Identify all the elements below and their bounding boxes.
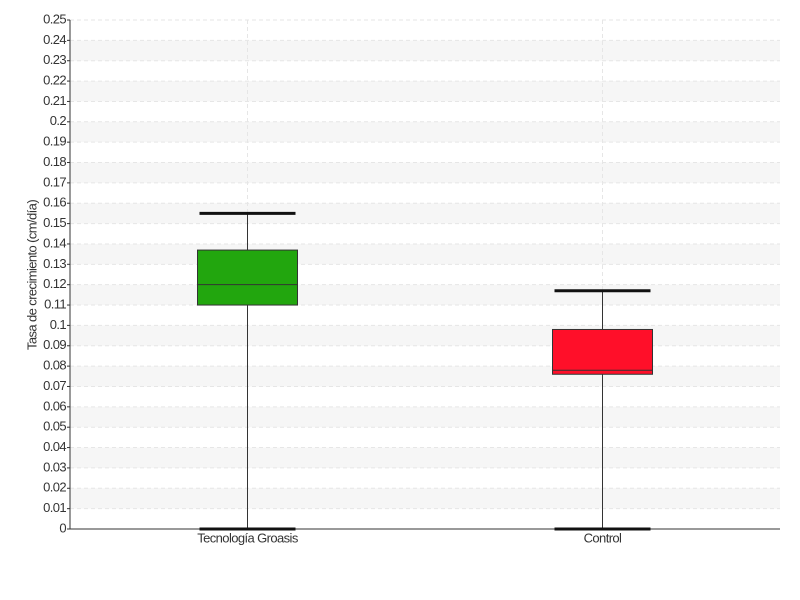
grid-band — [70, 121, 780, 143]
y-tick-label: 0.19 — [43, 134, 66, 149]
grid-band — [70, 284, 780, 306]
y-tick-label: 0.02 — [43, 480, 66, 495]
grid-band — [70, 488, 780, 509]
y-tick-label: 0.01 — [43, 500, 66, 515]
y-tick-label: 0.12 — [43, 276, 66, 291]
y-tick-label: 0.25 — [43, 11, 66, 26]
box — [197, 249, 298, 306]
y-tick-label: 0.23 — [43, 52, 66, 67]
y-tick-label: 0.1 — [50, 317, 67, 332]
y-tick-label: 0.14 — [43, 235, 66, 250]
y-tick-label: 0.13 — [43, 256, 66, 271]
y-tick-label: 0.07 — [43, 378, 66, 393]
grid-band — [70, 406, 780, 428]
y-axis-label: Tasa de crecimiento (cm/día) — [24, 200, 39, 350]
y-tick-label: 0.04 — [43, 439, 66, 454]
y-tick-label: 0.16 — [43, 195, 66, 210]
grid-band — [70, 366, 780, 387]
grid-band — [70, 203, 780, 224]
y-tick-label: 0.2 — [50, 113, 67, 128]
grid-band — [70, 162, 780, 183]
y-tick-label: 0 — [59, 520, 66, 535]
y-tick-label: 0.11 — [44, 296, 66, 311]
y-tick-label: 0.03 — [43, 459, 66, 474]
grid-band — [70, 447, 780, 468]
y-tick-label: 0.22 — [43, 73, 66, 88]
y-tick-label: 0.24 — [43, 32, 66, 47]
x-tick-label: Tecnología Groasis — [197, 530, 299, 545]
y-tick-label: 0.06 — [43, 398, 66, 413]
y-tick-label: 0.08 — [43, 358, 66, 373]
y-tick-label: 0.21 — [43, 93, 66, 108]
y-tick-label: 0.09 — [43, 337, 66, 352]
y-tick-label: 0.15 — [43, 215, 66, 230]
y-tick-label: 0.05 — [43, 419, 66, 434]
grid-band — [70, 325, 780, 346]
grid-band — [70, 243, 780, 265]
x-tick-label: Control — [584, 530, 622, 545]
grid-band — [70, 81, 780, 102]
y-tick-label: 0.18 — [43, 154, 66, 169]
box — [552, 328, 653, 375]
grid-band — [70, 40, 780, 61]
y-tick-label: 0.17 — [43, 174, 66, 189]
